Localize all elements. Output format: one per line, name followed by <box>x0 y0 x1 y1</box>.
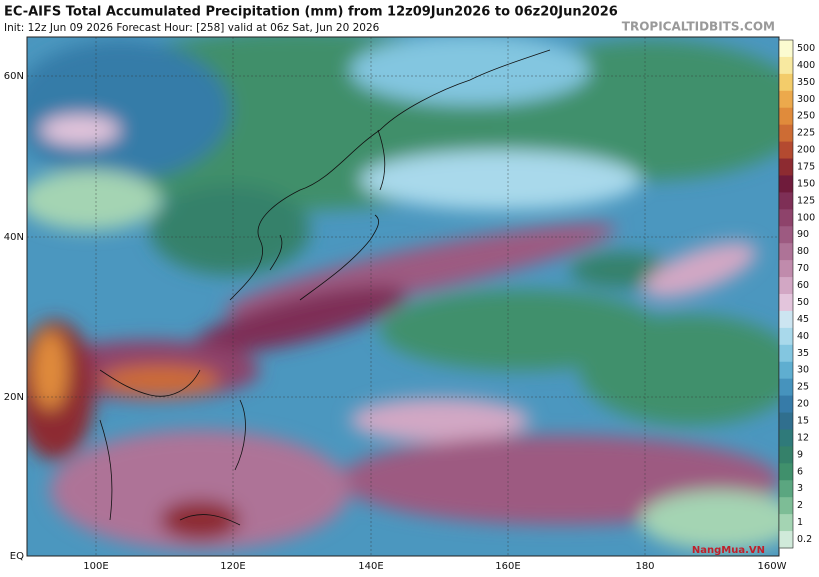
lon-label: 160E <box>495 561 520 572</box>
colorbar-label: 6 <box>797 466 803 477</box>
lon-label: 140E <box>358 561 383 572</box>
colorbar-label: 50 <box>797 297 809 308</box>
colorbar-label: 90 <box>797 229 809 240</box>
lon-label: 120E <box>220 561 245 572</box>
colorbar-swatch <box>779 209 793 227</box>
colorbar-label: 500 <box>797 43 815 54</box>
colorbar-swatch <box>779 158 793 176</box>
colorbar-swatch <box>779 412 793 430</box>
colorbar-swatch <box>779 429 793 447</box>
colorbar-swatch <box>779 344 793 363</box>
colorbar-label: 70 <box>797 263 809 274</box>
colorbar-swatch <box>779 327 793 346</box>
precip-map <box>27 37 779 556</box>
precip-field <box>27 37 779 550</box>
colorbar-swatch <box>779 361 793 380</box>
colorbar-swatch <box>779 73 793 92</box>
colorbar-label: 80 <box>797 246 809 257</box>
colorbar-label: 35 <box>797 348 809 359</box>
colorbar-label: 25 <box>797 382 809 393</box>
colorbar-swatch <box>779 192 793 210</box>
colorbar-label: 300 <box>797 94 815 105</box>
title: EC-AIFS Total Accumulated Precipitation … <box>4 5 618 20</box>
colorbar-swatch <box>779 294 793 312</box>
colorbar-swatch <box>779 378 793 397</box>
colorbar-label: 2 <box>797 500 803 511</box>
colorbar-swatch <box>779 277 793 295</box>
colorbar-swatch <box>779 480 793 498</box>
graticule <box>27 37 779 556</box>
colorbar-label: 45 <box>797 314 809 325</box>
lon-label: 160W <box>758 561 787 572</box>
colorbar-label: 12 <box>797 432 809 443</box>
colorbar-label: 250 <box>797 111 815 122</box>
colorbar-label: 400 <box>797 60 815 71</box>
colorbar-swatch <box>779 531 793 549</box>
colorbar-label: 3 <box>797 483 803 494</box>
colorbar-label: 30 <box>797 365 809 376</box>
subtitle: Init: 12z Jun 09 2026 Forecast Hour: [25… <box>4 22 380 34</box>
colorbar-swatch <box>779 226 793 244</box>
colorbar-swatch <box>779 463 793 481</box>
colorbar-swatch <box>779 395 793 414</box>
colorbar-label: 15 <box>797 416 809 427</box>
colorbar-swatch <box>779 514 793 532</box>
colorbar-label: 200 <box>797 145 815 156</box>
colorbar-swatch <box>779 243 793 261</box>
colorbar-swatch <box>779 56 793 75</box>
colorbar-label: 20 <box>797 399 809 410</box>
coastlines <box>99 49 551 526</box>
colorbar-label: 40 <box>797 331 809 342</box>
colorbar-swatch <box>779 446 793 464</box>
colorbar-swatch <box>779 40 793 58</box>
colorbar-label: 125 <box>797 195 815 206</box>
colorbar-swatch <box>779 175 793 193</box>
lat-label: 20N <box>4 392 24 403</box>
lat-labels: 60N 40N 20N EQ <box>4 71 24 562</box>
colorbar: 5004003503002502252001751501251009080706… <box>778 39 815 549</box>
colorbar-label: 9 <box>797 449 803 460</box>
colorbar-frame <box>778 39 794 549</box>
colorbar-swatch <box>779 260 793 278</box>
lon-labels: 100E 120E 140E 160E 180 160W <box>83 561 786 572</box>
colorbar-label: 1 <box>797 517 803 528</box>
watermark: NangMua.VN <box>692 545 765 556</box>
colorbar-label: 150 <box>797 178 815 189</box>
colorbar-swatch <box>779 90 793 109</box>
colorbar-swatch <box>779 497 793 515</box>
lon-label: 100E <box>83 561 108 572</box>
colorbar-label: 225 <box>797 128 815 139</box>
colorbar-label: 0.2 <box>797 534 812 545</box>
colorbar-label: 60 <box>797 280 809 291</box>
colorbar-label: 175 <box>797 162 815 173</box>
lat-label: EQ <box>10 551 24 562</box>
colorbar-swatch <box>779 107 793 126</box>
lat-label: 60N <box>4 71 24 82</box>
lat-label: 40N <box>4 232 24 243</box>
source: TROPICALTIDBITS.COM <box>622 20 775 34</box>
colorbar-swatch <box>779 310 793 329</box>
colorbar-label: 350 <box>797 77 815 88</box>
colorbar-swatch <box>779 124 793 143</box>
lon-label: 180 <box>635 561 654 572</box>
colorbar-swatch <box>779 141 793 160</box>
colorbar-label: 100 <box>797 212 815 223</box>
